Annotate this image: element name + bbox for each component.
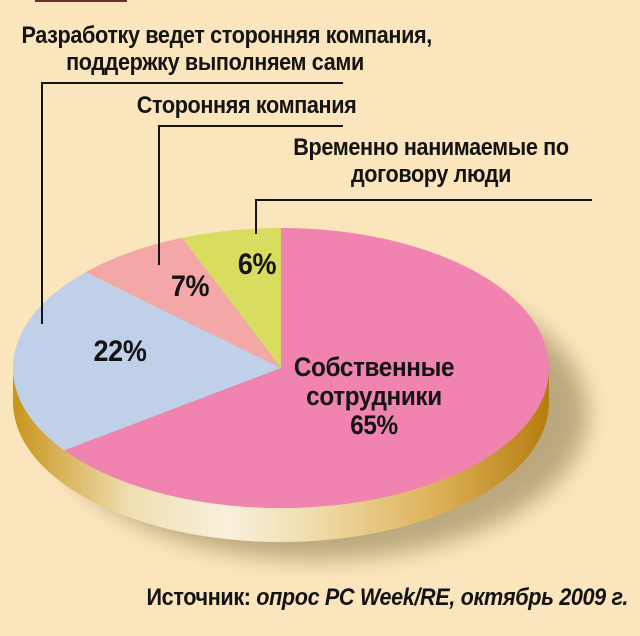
pie-slice-7pct	[85, 237, 281, 368]
callout-label-line: Разработку ведет сторонняя компания,	[21, 22, 433, 49]
callout-label-outsourced-dev: Разработку ведет сторонняя компания, под…	[21, 22, 433, 76]
leader-line-22	[41, 82, 343, 324]
pie-slice-65pct	[64, 228, 550, 508]
pie-slices	[13, 227, 550, 508]
source-note: Источник: опрос PC Week/RE, октябрь 2009…	[146, 584, 629, 612]
callout-label-line: Сторонняя компания	[136, 92, 357, 119]
top-edge-artifact	[35, 0, 127, 2]
source-prefix: Источник:	[146, 584, 251, 611]
pie-rim	[13, 368, 549, 542]
leader-line-6	[255, 199, 592, 234]
source-text: опрос PC Week/RE, октябрь 2009 г.	[250, 584, 628, 611]
leader-lines	[41, 82, 592, 324]
main-slice-label-line: Собственные	[293, 352, 455, 382]
callout-label-third-party: Сторонняя компания	[136, 92, 357, 119]
pie-slice-22pct	[13, 272, 282, 451]
main-slice-label-line: сотрудники	[306, 381, 442, 411]
pct-label-22: 22%	[93, 335, 147, 368]
pie-slice-6pct	[182, 227, 281, 368]
pct-label-6: 6%	[237, 248, 277, 281]
leader-line-7	[158, 125, 343, 265]
callout-label-line: договору люди	[350, 161, 512, 188]
callout-label-line: Временно нанимаемые по	[293, 134, 569, 161]
callout-label-contract-workers: Временно нанимаемые по договору люди	[286, 134, 576, 188]
main-slice-label: Собственные сотрудники 65%	[274, 353, 474, 440]
main-slice-pct: 65%	[350, 410, 398, 440]
pct-label-7: 7%	[170, 270, 210, 303]
callout-label-line: поддержку выполняем сами	[66, 49, 364, 76]
